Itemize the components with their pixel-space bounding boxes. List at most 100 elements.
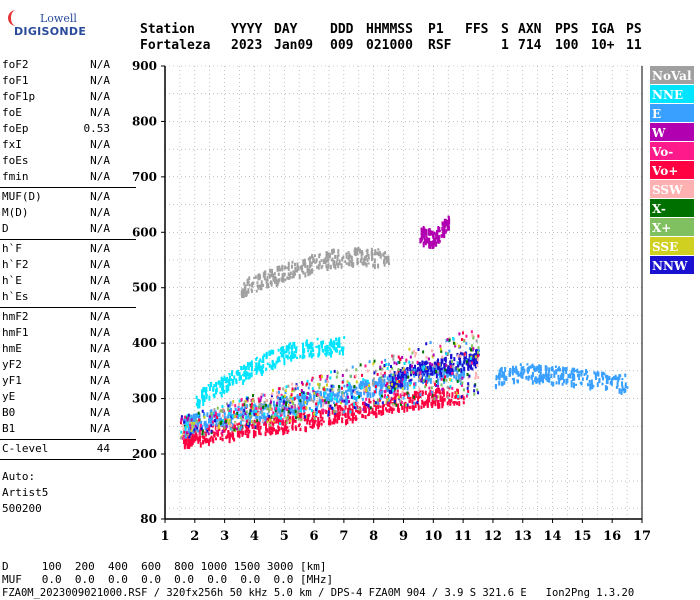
echo-point	[522, 366, 525, 372]
echo-point	[238, 371, 241, 376]
echo-point	[284, 389, 287, 393]
echo-point	[355, 380, 358, 384]
echo-point	[188, 435, 191, 439]
echo-point	[565, 378, 568, 385]
echo-point	[336, 371, 339, 375]
echo-point	[443, 364, 446, 371]
echo-point	[592, 384, 595, 388]
echo-point	[282, 352, 285, 358]
echo-point	[308, 392, 311, 397]
echo-point	[382, 374, 385, 378]
echo-point	[247, 425, 250, 432]
echo-point	[469, 365, 472, 369]
echo-point	[359, 391, 362, 398]
echo-point	[252, 404, 255, 408]
echo-point	[550, 381, 553, 386]
echo-point	[382, 403, 385, 407]
echo-point	[319, 396, 322, 400]
echo-point	[251, 282, 254, 288]
y-tick-label: 900	[132, 59, 157, 73]
echo-point	[273, 272, 276, 276]
echo-point	[244, 411, 247, 415]
echo-point	[284, 278, 287, 282]
echo-point	[343, 384, 346, 388]
echo-point	[227, 430, 230, 433]
echo-point	[386, 388, 389, 393]
echo-point	[219, 436, 222, 441]
echo-point	[206, 412, 209, 418]
echo-point	[337, 412, 340, 418]
legend-label: W	[651, 126, 666, 140]
echo-point	[363, 382, 366, 387]
echo-point	[297, 265, 300, 271]
x-tick-label: 3	[220, 529, 229, 544]
echo-point	[427, 357, 430, 361]
echo-point	[328, 351, 331, 356]
echo-point	[431, 363, 434, 367]
echo-point	[242, 366, 245, 370]
echo-point	[420, 405, 423, 410]
echo-point	[260, 416, 263, 420]
echo-point	[324, 388, 327, 392]
echo-point	[576, 373, 579, 378]
echo-point	[408, 347, 411, 351]
echo-point	[418, 387, 421, 391]
echo-point	[399, 399, 402, 403]
echo-point	[349, 255, 352, 258]
echo-point	[351, 414, 354, 420]
echo-point	[503, 380, 506, 385]
echo-point	[425, 237, 428, 243]
echo-point	[403, 378, 406, 383]
echo-point	[286, 397, 289, 401]
echo-point	[377, 401, 380, 405]
echo-point	[318, 383, 321, 387]
echo-point	[226, 376, 229, 380]
echo-point	[381, 379, 384, 383]
legend-item-e: E	[650, 104, 694, 122]
echo-point	[312, 353, 315, 357]
echo-point	[393, 382, 396, 388]
echo-point	[272, 400, 275, 407]
echo-point	[322, 340, 325, 345]
echo-point	[466, 372, 469, 376]
echo-point	[243, 405, 246, 409]
echo-point	[446, 220, 449, 226]
echo-point	[192, 416, 195, 420]
echo-point	[450, 378, 453, 382]
echo-point	[567, 374, 570, 378]
echo-point	[261, 369, 264, 374]
echo-point	[269, 421, 272, 425]
echo-point	[210, 409, 213, 413]
echo-point	[201, 432, 204, 436]
echo-point	[429, 389, 432, 395]
echo-point	[477, 391, 480, 395]
echo-point	[435, 370, 438, 374]
echo-point	[233, 375, 236, 380]
echo-point	[540, 375, 543, 381]
echo-point	[270, 394, 273, 398]
echo-point	[574, 369, 577, 372]
echo-point	[408, 405, 411, 410]
echo-point	[602, 371, 605, 376]
echo-point	[269, 400, 272, 404]
echo-point	[603, 372, 606, 376]
echo-point	[606, 375, 609, 380]
echo-point	[304, 272, 307, 278]
header-label-yyyy: YYYY	[231, 22, 263, 37]
echo-point	[311, 254, 314, 259]
echo-point	[313, 259, 316, 264]
legend-item-vo: Vo-	[650, 142, 694, 160]
echo-point	[387, 362, 390, 366]
echo-point	[221, 437, 224, 442]
echo-point	[395, 389, 398, 393]
echo-point	[362, 414, 365, 419]
echo-point	[386, 401, 389, 405]
echo-point	[338, 350, 341, 355]
legend-label: SSW	[652, 183, 683, 197]
echo-point	[558, 367, 561, 372]
echo-point	[235, 415, 238, 419]
echo-point	[189, 427, 192, 431]
echo-point	[441, 403, 444, 407]
echo-point	[473, 389, 476, 393]
echo-point	[337, 254, 340, 257]
